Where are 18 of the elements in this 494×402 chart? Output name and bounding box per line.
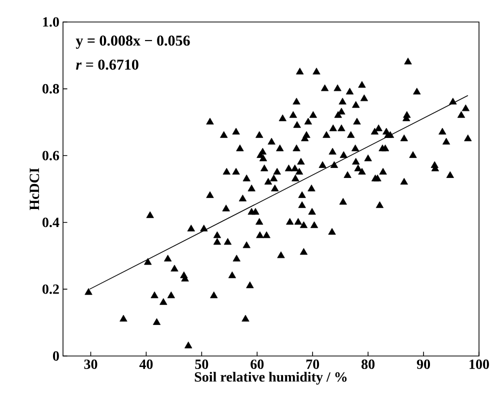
x-axis-title: Soil relative humidity / % — [194, 372, 347, 385]
y-axis-title: HcDCI — [30, 168, 40, 210]
x-tick-label: 80 — [362, 360, 375, 369]
y-tick-label: 0.8 — [42, 84, 60, 94]
x-tick-label: 50 — [195, 360, 208, 369]
x-tick-label: 90 — [416, 360, 430, 369]
y-tick-label: 0.6 — [42, 150, 60, 160]
y-tick-label: 0.4 — [42, 218, 60, 228]
x-tick-label: 40 — [139, 360, 153, 369]
x-tick-label: 30 — [84, 360, 98, 369]
y-tick-label: 0.2 — [42, 284, 59, 294]
y-tick-label: 0 — [53, 351, 59, 361]
annotation: y = 0.008x − 0.056 — [76, 36, 190, 49]
x-tick-label: 70 — [306, 360, 320, 369]
annotation: r = 0.6710 — [76, 60, 138, 70]
y-tick-label: 1.0 — [43, 17, 59, 27]
x-tick-label: 100 — [470, 360, 489, 369]
x-tick-label: 60 — [250, 360, 264, 369]
